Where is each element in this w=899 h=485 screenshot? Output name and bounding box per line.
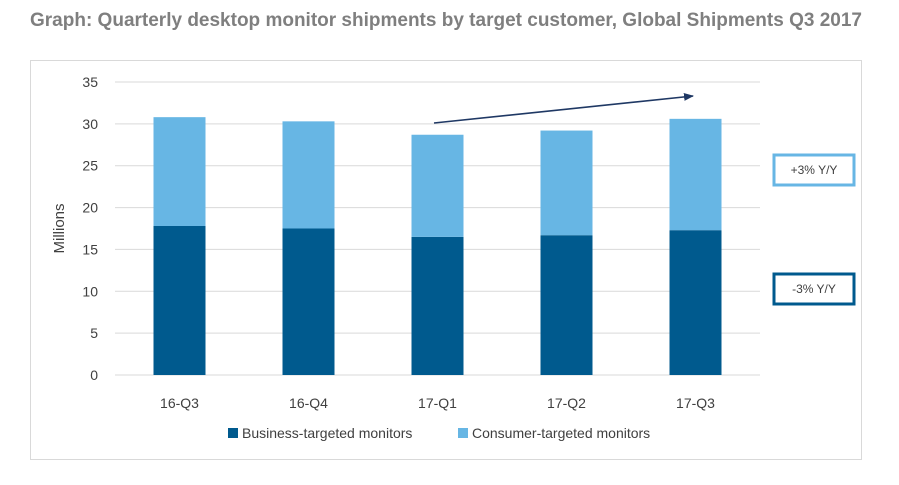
legend-swatch — [228, 428, 238, 438]
callout-box — [772, 272, 856, 306]
x-tick-label: 16-Q3 — [160, 395, 199, 411]
y-tick-label: 15 — [82, 241, 98, 257]
y-tick-label: 30 — [82, 116, 98, 132]
y-tick-label: 0 — [90, 367, 98, 383]
callout-box — [772, 153, 856, 187]
legend-label: Consumer-targeted monitors — [472, 425, 650, 441]
y-axis-label: Millions — [51, 203, 68, 253]
axis-labels: 0 5 10 15 20 25 30 35 Millions 16-Q3 16-Q4 17-Q1 17-… — [51, 74, 715, 411]
bar-business-17-Q3 — [669, 230, 722, 375]
legend-swatch — [458, 428, 468, 438]
trend-arrow — [433, 92, 694, 124]
callout-text: -3% Y/Y — [792, 282, 836, 296]
bar-consumer-16-Q3 — [153, 117, 206, 226]
chart-frame — [30, 60, 862, 460]
bar-business-17-Q2 — [540, 235, 593, 375]
bars — [153, 117, 722, 375]
x-tick-label: 16-Q4 — [289, 395, 328, 411]
y-tick-label: 25 — [82, 158, 98, 174]
x-tick-label: 17-Q1 — [418, 395, 457, 411]
callouts: +3% Y/Y -3% Y/Y — [772, 153, 856, 306]
bar-consumer-17-Q3 — [669, 118, 722, 231]
legend: Business-targeted monitors Consumer-targe… — [228, 425, 650, 441]
x-tick-label: 17-Q2 — [547, 395, 586, 411]
y-tick-label: 5 — [90, 325, 98, 341]
bar-business-16-Q3 — [153, 225, 206, 375]
bar-consumer-16-Q4 — [282, 121, 335, 229]
bar-consumer-17-Q2 — [540, 130, 593, 236]
x-tick-label: 17-Q3 — [676, 395, 715, 411]
bar-business-16-Q4 — [282, 228, 335, 375]
legend-label: Business-targeted monitors — [242, 425, 412, 441]
bar-business-17-Q1 — [411, 236, 464, 375]
chart-title: Graph: Quarterly desktop monitor shipmen… — [30, 10, 862, 31]
bar-consumer-17-Q1 — [411, 134, 464, 237]
y-tick-label: 20 — [82, 200, 98, 216]
y-tick-label: 35 — [82, 74, 98, 90]
callout-text: +3% Y/Y — [791, 163, 838, 177]
y-tick-label: 10 — [82, 283, 98, 299]
